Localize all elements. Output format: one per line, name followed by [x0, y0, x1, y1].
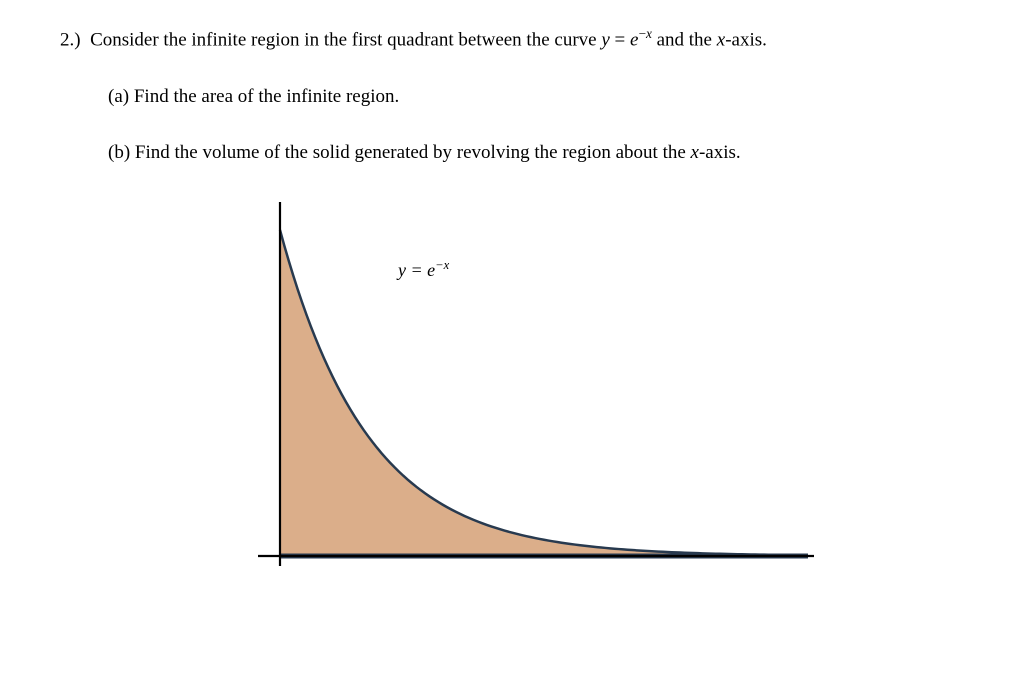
label-exp: −x [435, 258, 449, 272]
part-a: (a) Find the area of the infinite region… [108, 83, 984, 112]
eq-exp-minus: − [638, 26, 646, 41]
label-y: y [398, 260, 406, 280]
part-b-label: (b) [108, 142, 130, 163]
exponential-decay-chart [240, 196, 820, 576]
label-exp-minus: − [435, 258, 444, 272]
eq-equals: = [610, 29, 630, 50]
problem-number: 2.) [60, 29, 81, 50]
label-e: e [427, 260, 435, 280]
part-b-suffix: -axis. [699, 142, 741, 163]
label-eq: = [406, 260, 427, 280]
problem-stem: 2.) Consider the infinite region in the … [60, 24, 984, 55]
stem-xvar: x [717, 29, 725, 50]
page: 2.) Consider the infinite region in the … [0, 0, 1024, 605]
chart-container: y = e−x [240, 196, 984, 581]
eq-exp: −x [638, 26, 651, 41]
label-exp-var: x [444, 258, 450, 272]
shaded-region [280, 230, 808, 556]
stem-mid: and the [652, 29, 717, 50]
part-a-label: (a) [108, 86, 129, 107]
stem-prefix: Consider the infinite region in the firs… [90, 29, 601, 50]
part-b-xvar: x [691, 142, 699, 163]
stem-suffix: -axis. [725, 29, 767, 50]
part-b: (b) Find the volume of the solid generat… [108, 139, 984, 168]
curve-label: y = e−x [398, 258, 449, 281]
eq-y: y [601, 29, 609, 50]
part-b-prefix: Find the volume of the solid generated b… [135, 142, 691, 163]
part-a-text: Find the area of the infinite region. [134, 86, 399, 107]
